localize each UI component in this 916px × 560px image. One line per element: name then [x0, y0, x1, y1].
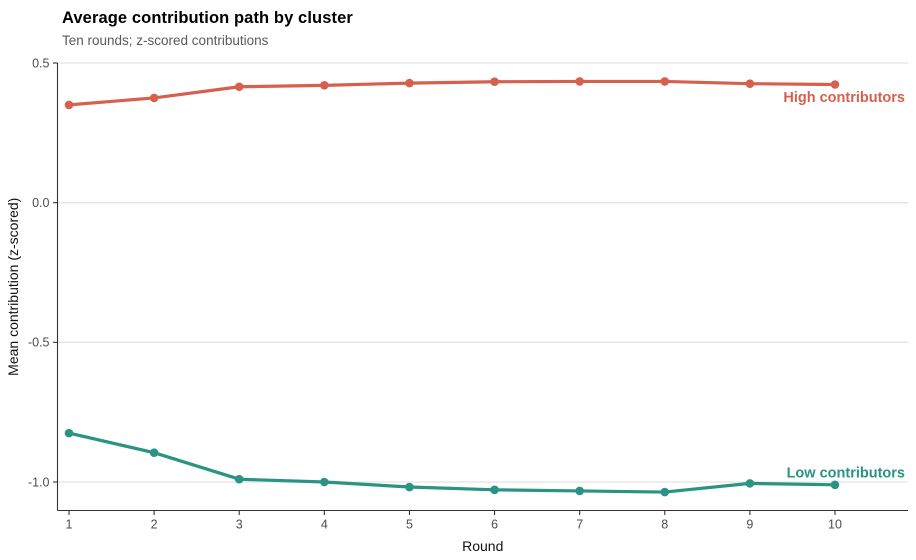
data-point — [234, 474, 244, 484]
x-tick-label: 1 — [66, 518, 73, 532]
x-axis-title: Round — [462, 538, 503, 554]
data-point — [830, 80, 840, 89]
x-tick-label: 10 — [828, 518, 842, 532]
data-point — [320, 81, 329, 90]
data-point — [149, 93, 159, 103]
data-point — [575, 486, 584, 496]
series-label: Low contributors — [787, 465, 905, 481]
series-label: High contributors — [783, 90, 905, 106]
data-point — [149, 448, 159, 457]
chart-subtitle: Ten rounds; z-scored contributions — [62, 33, 269, 48]
data-point — [490, 77, 499, 87]
data-point — [405, 78, 414, 88]
y-tick-label: 0.0 — [32, 196, 49, 210]
x-tick-label: 5 — [406, 518, 413, 532]
data-point — [575, 77, 584, 86]
data-point — [830, 480, 840, 490]
data-point — [745, 479, 755, 488]
data-point — [660, 487, 670, 497]
y-tick-label: -0.5 — [28, 336, 50, 350]
data-point — [745, 79, 755, 88]
data-point — [234, 82, 244, 92]
y-tick-label: 0.5 — [32, 56, 49, 70]
x-tick-label: 6 — [491, 518, 498, 532]
data-point — [64, 428, 74, 438]
series-line — [67, 431, 837, 494]
x-tick-label: 8 — [661, 518, 668, 532]
series-line — [67, 79, 837, 107]
data-point — [405, 482, 414, 492]
data-point — [490, 485, 499, 495]
data-point — [64, 100, 74, 110]
data-point — [660, 77, 670, 86]
y-axis-title: Mean contribution (z-scored) — [5, 198, 21, 376]
data-point — [320, 477, 329, 487]
x-tick-label: 3 — [236, 518, 243, 532]
x-tick-label: 9 — [746, 518, 753, 532]
x-tick-label: 7 — [576, 518, 583, 532]
x-tick-label: 4 — [321, 518, 328, 532]
y-tick-label: -1.0 — [28, 475, 50, 489]
x-tick-label: 2 — [151, 518, 158, 532]
chart-title: Average contribution path by cluster — [62, 9, 353, 27]
